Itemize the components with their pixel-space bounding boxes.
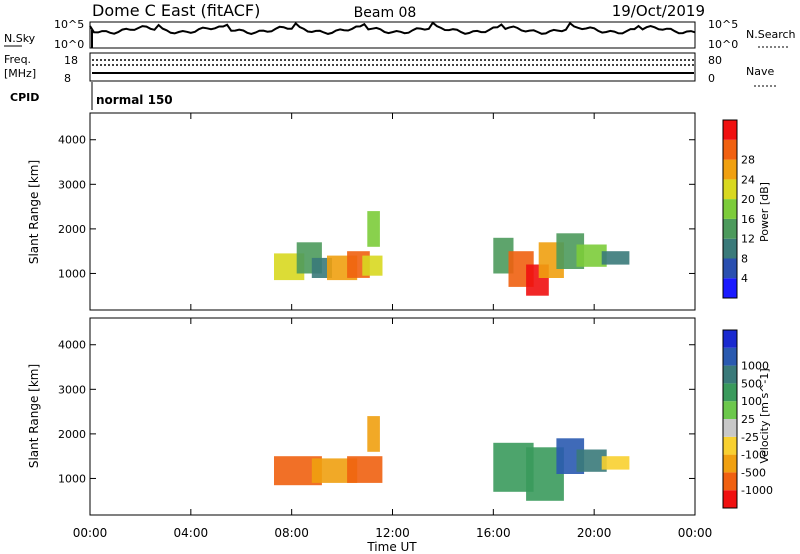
- colorbar-segment: [723, 365, 737, 384]
- colorbar-segment: [723, 218, 737, 239]
- nsky-panel: [89, 21, 696, 49]
- velocity-colorbar: -1000 -500 -100 -25 25 100 500 1000: [722, 329, 773, 509]
- power-colorbar: 4 8 12 16 20 24 28: [722, 119, 755, 299]
- colorbar-tick-label: 28: [741, 154, 755, 167]
- x-tick-label: 16:00: [476, 526, 511, 540]
- colorbar-tick-label: 8: [741, 252, 748, 265]
- nsearch-bottom-tick: 10^0: [708, 38, 738, 51]
- y-tick-label: 2000: [58, 428, 86, 441]
- colorbar-segment: [723, 159, 737, 180]
- nsearch-top-tick: 10^5: [708, 18, 738, 31]
- colorbar-segment: [723, 139, 737, 160]
- colorbar-tick-label: 24: [741, 173, 755, 186]
- data-patch: [367, 211, 380, 247]
- colorbar-segment: [723, 199, 737, 219]
- nsky-top-tick: 10^5: [54, 18, 84, 31]
- colorbar-segment: [723, 490, 737, 508]
- colorbar-tick-label: -500: [741, 466, 766, 479]
- colorbar-segment: [723, 278, 737, 298]
- y-tick-label: 3000: [58, 178, 86, 191]
- colorbar-tick-label: 1000: [741, 360, 769, 373]
- colorbar-segment: [723, 330, 737, 348]
- velocity-frame: [89, 317, 696, 516]
- colorbar-tick-label: -25: [741, 431, 759, 444]
- nsky-bottom-tick: 10^0: [54, 38, 84, 51]
- freq-panel: [89, 52, 696, 82]
- y-tick-label: 4000: [58, 339, 86, 352]
- freq-label: Freq.: [4, 53, 31, 66]
- power-panel: 1000 2000 3000 4000 Slant Range [km]: [27, 112, 696, 311]
- data-patch: [601, 456, 630, 470]
- colorbar-segment: [723, 472, 737, 491]
- colorbar-tick-label: -1000: [741, 484, 773, 497]
- nave-top-tick: 80: [708, 54, 722, 67]
- velocity-data-patches: [274, 416, 630, 501]
- x-tick-label: 08:00: [274, 526, 309, 540]
- velocity-y-axis-label: Slant Range [km]: [27, 364, 41, 468]
- nave-bottom-tick: 0: [708, 72, 715, 85]
- y-tick-label: 1000: [58, 267, 86, 280]
- nsky-label: N.Sky: [4, 32, 36, 45]
- colorbar-segment: [723, 419, 737, 437]
- colorbar-frame: [722, 119, 738, 299]
- power-data-patches: [274, 211, 630, 296]
- freq-unit: [MHz]: [4, 67, 36, 80]
- colorbar-tick-label: 12: [741, 233, 755, 246]
- colorbar-tick-label: 500: [741, 377, 762, 390]
- nsky-trace: [89, 21, 696, 36]
- y-tick-label: 3000: [58, 383, 86, 396]
- velocity-panel: 1000 2000 3000 4000 Slant Range [km]: [27, 317, 696, 516]
- colorbar-tick-label: 20: [741, 193, 755, 206]
- nsearch-label: N.Search: [746, 28, 796, 41]
- colorbar-tick-label: 16: [741, 213, 755, 226]
- colorbar-segment: [723, 347, 737, 366]
- x-tick-label: 12:00: [375, 526, 410, 540]
- data-patch: [493, 237, 514, 274]
- station-title: Dome C East (fitACF): [92, 1, 260, 20]
- data-patch: [311, 257, 332, 278]
- data-patch: [601, 251, 630, 265]
- y-tick-label: 1000: [58, 472, 86, 485]
- freq-bottom-tick: 8: [64, 72, 71, 85]
- colorbar-tick-label: 4: [741, 272, 748, 285]
- colorbar-tick-label: 25: [741, 413, 755, 426]
- x-tick-label: 20:00: [577, 526, 612, 540]
- data-patch: [347, 456, 383, 483]
- colorbar-tick-label: 100: [741, 395, 762, 408]
- colorbar-segment: [723, 258, 737, 279]
- y-tick-label: 4000: [58, 134, 86, 147]
- data-patch: [576, 449, 607, 472]
- time-x-ticks: 00:00 04:00 08:00 12:00 16:00 20:00 00:00: [73, 113, 713, 540]
- x-tick-label: 00:00: [73, 526, 108, 540]
- power-y-axis-label: Slant Range [km]: [27, 160, 41, 264]
- date-title: 19/Oct/2019: [612, 2, 705, 20]
- cpid-value: normal 150: [96, 93, 173, 107]
- data-patch: [367, 416, 380, 452]
- colorbar-segment: [723, 179, 737, 200]
- freq-top-tick: 18: [64, 54, 78, 67]
- colorbar-segment: [723, 238, 737, 259]
- x-tick-label: 00:00: [678, 526, 713, 540]
- colorbar-segment: [723, 401, 737, 419]
- power-frame: [89, 112, 696, 311]
- cpid-label: CPID: [10, 91, 39, 104]
- colorbar-segment: [723, 436, 737, 455]
- time-axis-label: Time UT: [366, 540, 417, 554]
- data-patch: [362, 255, 383, 276]
- velocity-y-ticks: 1000 2000 3000 4000: [58, 339, 695, 485]
- x-tick-label: 04:00: [174, 526, 209, 540]
- y-tick-label: 2000: [58, 223, 86, 236]
- nave-label: Nave: [746, 65, 774, 78]
- beam-title: Beam 08: [354, 5, 417, 21]
- colorbar-segment: [723, 383, 737, 402]
- velocity-colorbar-label: Velocity [m s^-1]: [758, 368, 771, 463]
- colorbar-frame: [722, 329, 738, 509]
- colorbar-segment: [723, 120, 737, 140]
- power-colorbar-label: Power [dB]: [758, 182, 771, 242]
- data-patch: [576, 244, 607, 267]
- colorbar-tick-label: -100: [741, 449, 766, 462]
- colorbar-segment: [723, 454, 737, 473]
- power-y-ticks: 1000 2000 3000 4000: [58, 134, 695, 280]
